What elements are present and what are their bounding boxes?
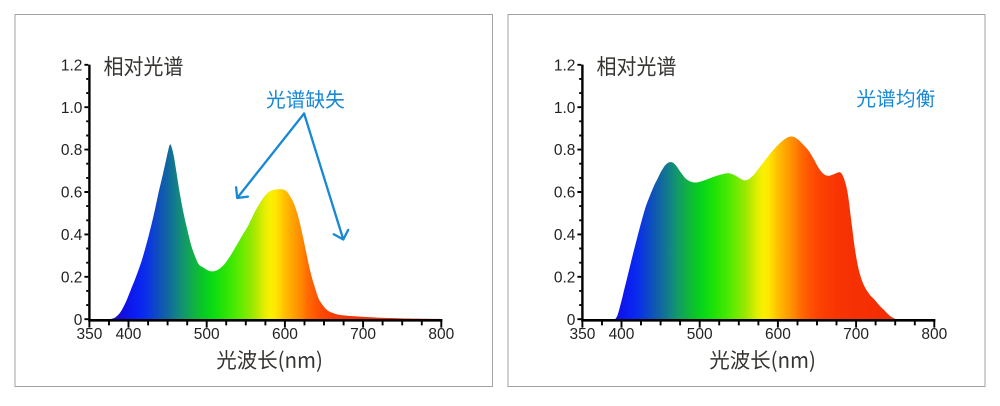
svg-text:500: 500 bbox=[194, 326, 220, 343]
svg-text:0.4: 0.4 bbox=[61, 227, 83, 244]
svg-text:0.2: 0.2 bbox=[554, 269, 576, 286]
svg-text:600: 600 bbox=[272, 326, 298, 343]
svg-text:800: 800 bbox=[921, 326, 947, 343]
svg-text:1.0: 1.0 bbox=[554, 100, 576, 117]
svg-text:0: 0 bbox=[567, 312, 576, 329]
svg-text:500: 500 bbox=[687, 326, 713, 343]
svg-text:0.6: 0.6 bbox=[61, 185, 83, 202]
svg-text:600: 600 bbox=[765, 326, 791, 343]
svg-text:350: 350 bbox=[569, 326, 595, 343]
svg-text:700: 700 bbox=[843, 326, 869, 343]
svg-text:1.0: 1.0 bbox=[61, 100, 83, 117]
svg-text:350: 350 bbox=[76, 326, 102, 343]
svg-text:0.8: 0.8 bbox=[61, 142, 83, 159]
svg-text:0.8: 0.8 bbox=[554, 142, 576, 159]
svg-text:1.2: 1.2 bbox=[61, 57, 83, 74]
svg-text:800: 800 bbox=[428, 326, 454, 343]
svg-text:400: 400 bbox=[609, 326, 635, 343]
svg-text:1.2: 1.2 bbox=[554, 57, 576, 74]
svg-text:700: 700 bbox=[350, 326, 376, 343]
svg-text:0.6: 0.6 bbox=[554, 185, 576, 202]
svg-text:0.4: 0.4 bbox=[554, 227, 576, 244]
svg-text:400: 400 bbox=[116, 326, 142, 343]
svg-text:0: 0 bbox=[74, 312, 83, 329]
svg-text:0.2: 0.2 bbox=[61, 269, 83, 286]
